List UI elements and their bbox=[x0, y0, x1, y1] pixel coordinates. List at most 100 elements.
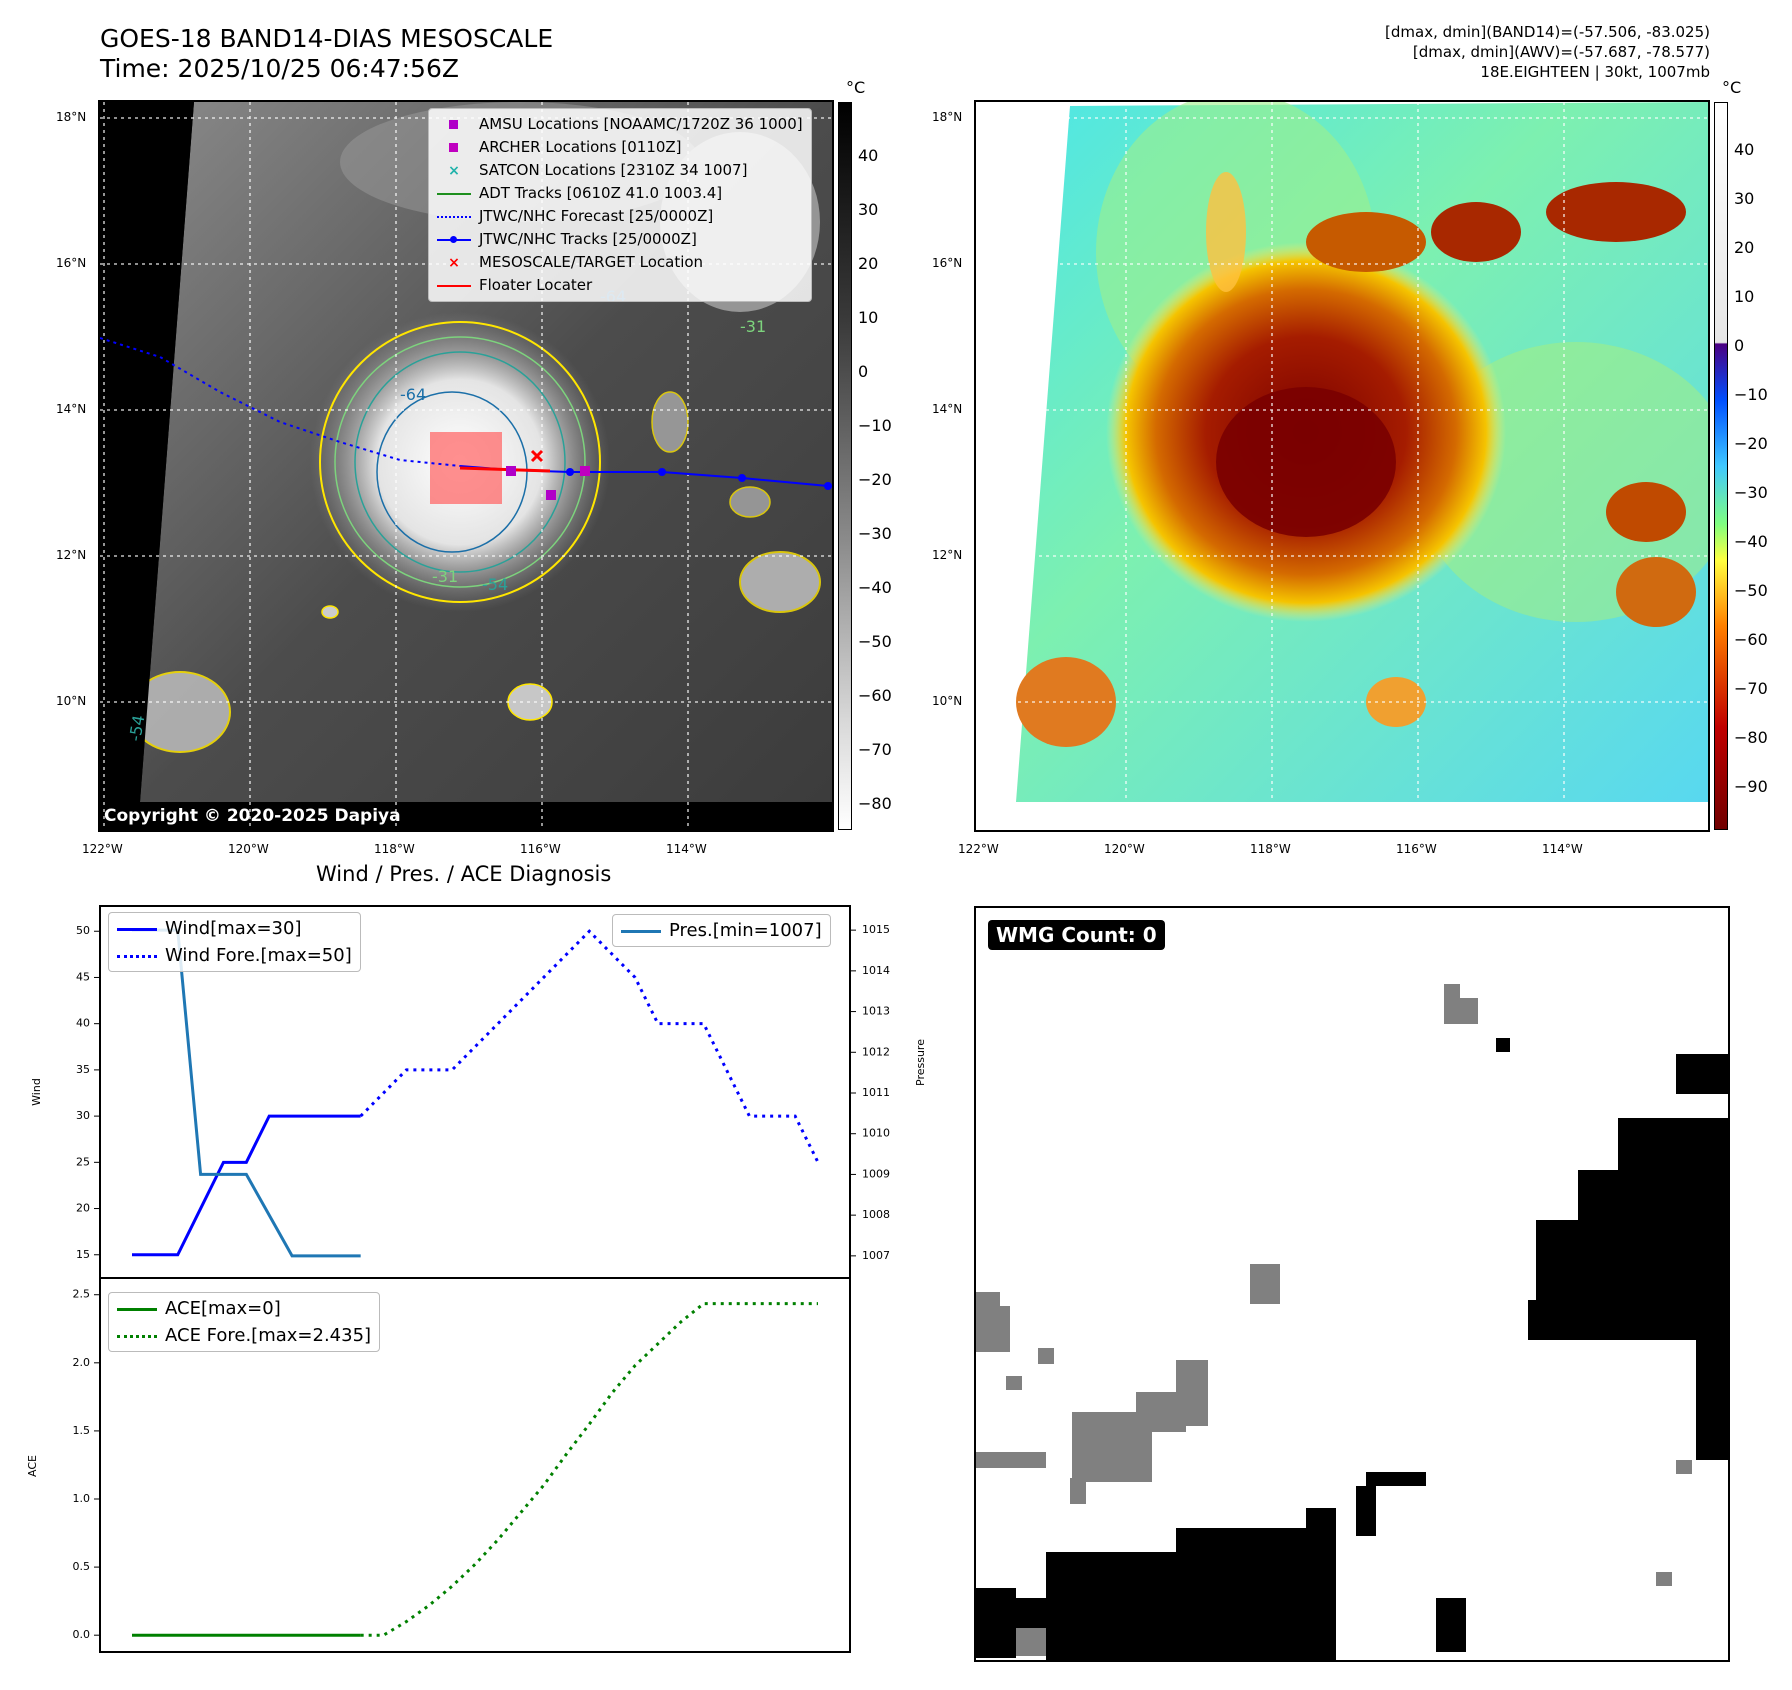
floater-line bbox=[459, 466, 551, 473]
copyright-text: Copyright © 2020-2025 Dapiya bbox=[104, 806, 401, 826]
colorbar-tick-label: −20 bbox=[1734, 434, 1768, 453]
y-tick-label: 1012 bbox=[862, 1045, 890, 1058]
series-line-wind bbox=[132, 1114, 361, 1257]
lat-label: 10°N bbox=[56, 694, 87, 708]
lat-label: 14°N bbox=[56, 402, 87, 416]
diagnosis-title: Wind / Pres. / ACE Diagnosis bbox=[316, 862, 612, 886]
colorbar-tick-label: 20 bbox=[1734, 238, 1755, 257]
lat-label: 12°N bbox=[56, 548, 87, 562]
lon-label: 120°W bbox=[1104, 842, 1145, 856]
y-tick-label: 20 bbox=[76, 1202, 90, 1215]
colorbar-tick-label: −30 bbox=[858, 524, 892, 543]
lon-label: 118°W bbox=[1250, 842, 1291, 856]
map-legend: AMSU Locations [NOAAMC/1720Z 36 1000] AR… bbox=[428, 108, 812, 302]
contour-label-2: -54 bbox=[482, 575, 508, 594]
figure-title: GOES-18 BAND14-DIAS MESOSCALE Time: 2025… bbox=[100, 24, 553, 84]
y-tick-label: 1.0 bbox=[73, 1492, 91, 1505]
awv-colorbar bbox=[1714, 102, 1728, 830]
legend-archer: ARCHER Locations [0110Z] bbox=[437, 136, 803, 159]
contour-label-5: -54 bbox=[125, 714, 148, 743]
colorbar-tick-label: −40 bbox=[1734, 532, 1768, 551]
legend-pres: Pres.[min=1007] bbox=[621, 917, 822, 944]
colorbar-tick-label: 40 bbox=[858, 146, 879, 165]
colorbar-unit: °C bbox=[846, 78, 866, 97]
y-tick-label: 50 bbox=[76, 924, 90, 937]
stats-band14: [dmax, dmin](BAND14)=(-57.506, -83.025) bbox=[1385, 23, 1710, 41]
colorbar-tick-label: −10 bbox=[858, 416, 892, 435]
y-tick-label: 1008 bbox=[862, 1208, 890, 1221]
line-marker-icon bbox=[117, 1304, 157, 1314]
y-tick-label: 35 bbox=[76, 1063, 90, 1076]
y-tick-label: 1009 bbox=[862, 1167, 890, 1180]
colorbar-tick-label: 0 bbox=[1734, 336, 1745, 355]
dotted-line-icon bbox=[437, 212, 471, 222]
figure-stats: [dmax, dmin](BAND14)=(-57.506, -83.025) … bbox=[1385, 22, 1710, 82]
y-tick-label: 1015 bbox=[862, 923, 890, 936]
colorbar-tick-label: 20 bbox=[858, 254, 879, 273]
ace-legend: ACE[max=0] ACE Fore.[max=2.435] bbox=[108, 1292, 381, 1352]
y-tick-label: 0.5 bbox=[73, 1560, 91, 1573]
colorbar-unit: °C bbox=[1722, 78, 1742, 97]
ace-ylabel: ACE bbox=[26, 1455, 39, 1477]
line-marker-icon bbox=[621, 926, 661, 936]
line-dot-icon bbox=[437, 235, 471, 245]
colorbar-tick-label: −10 bbox=[1734, 385, 1768, 404]
awv-map-image bbox=[976, 102, 1708, 830]
y-tick-label: 25 bbox=[76, 1155, 90, 1168]
colorbar-tick-label: −90 bbox=[1734, 777, 1768, 796]
contour-label-3: -31 bbox=[432, 567, 458, 586]
legend-tracks: JTWC/NHC Tracks [25/0000Z] bbox=[437, 228, 803, 251]
stats-storm: 18E.EIGHTEEN | 30kt, 1007mb bbox=[1480, 63, 1710, 81]
y-tick-label: 1.5 bbox=[73, 1424, 91, 1437]
lat-label: 12°N bbox=[932, 548, 963, 562]
dotted-line-icon bbox=[117, 1331, 157, 1341]
y-tick-label: 2.5 bbox=[73, 1288, 91, 1301]
y-tick-label: 45 bbox=[76, 970, 90, 983]
diagnosis-chart: Wind Pressure ACE 1520253035404550100710… bbox=[26, 905, 890, 1653]
awv-map-panel bbox=[974, 100, 1710, 832]
contour-label-1: -64 bbox=[400, 385, 426, 404]
colorbar-tick-label: −60 bbox=[1734, 630, 1768, 649]
lon-label: 120°W bbox=[228, 842, 269, 856]
square-marker-icon bbox=[437, 142, 471, 153]
colorbar-tick-label: 0 bbox=[858, 362, 869, 381]
legend-amsu: AMSU Locations [NOAAMC/1720Z 36 1000] bbox=[437, 113, 803, 136]
legend-adt: ADT Tracks [0610Z 41.0 1003.4] bbox=[437, 182, 803, 205]
y-tick-label: 1010 bbox=[862, 1127, 890, 1140]
line-marker-icon bbox=[437, 281, 471, 291]
legend-forecast: JTWC/NHC Forecast [25/0000Z] bbox=[437, 205, 803, 228]
colorbar-tick-label: −20 bbox=[858, 470, 892, 489]
square-marker-icon bbox=[437, 119, 471, 130]
colorbar-tick-label: −50 bbox=[858, 632, 892, 651]
colorbar-tick-label: −40 bbox=[858, 578, 892, 597]
colorbar-tick-label: 10 bbox=[1734, 287, 1755, 306]
ace-axes-frame bbox=[99, 1277, 851, 1653]
legend-ace-fore: ACE Fore.[max=2.435] bbox=[117, 1322, 371, 1349]
wmg-count-badge: WMG Count: 0 bbox=[988, 920, 1165, 950]
series-line-ace-fore bbox=[360, 1302, 818, 1637]
colorbar-tick-label: 10 bbox=[858, 308, 879, 327]
x-marker-icon: × bbox=[448, 162, 460, 179]
colorbar-tick-label: 30 bbox=[858, 200, 879, 219]
lon-label: 114°W bbox=[666, 842, 707, 856]
stats-awv: [dmax, dmin](AWV)=(-57.687, -78.577) bbox=[1412, 43, 1710, 61]
y-tick-label: 15 bbox=[76, 1248, 90, 1261]
colorbar-tick-label: −60 bbox=[858, 686, 892, 705]
y-tick-label: 1014 bbox=[862, 964, 890, 977]
wind-ylabel: Wind bbox=[30, 1078, 43, 1106]
wmg-image bbox=[976, 984, 1728, 1660]
x-marker-icon: × bbox=[448, 254, 460, 271]
lat-label: 18°N bbox=[56, 110, 87, 124]
series-line-wind-fore bbox=[359, 929, 820, 1163]
pressure-axis-label: Pressure bbox=[914, 1039, 927, 1086]
y-tick-label: 1007 bbox=[862, 1249, 890, 1262]
y-tick-label: 1011 bbox=[862, 1086, 890, 1099]
y-tick-label: 2.0 bbox=[73, 1356, 91, 1369]
lat-label: 10°N bbox=[932, 694, 963, 708]
title-line-2: Time: 2025/10/25 06:47:56Z bbox=[100, 54, 459, 83]
wind-legend: Wind[max=30] Wind Fore.[max=50] bbox=[108, 912, 361, 972]
legend-satcon: × SATCON Locations [2310Z 34 1007] bbox=[437, 159, 803, 182]
lat-label: 14°N bbox=[932, 402, 963, 416]
lon-label: 122°W bbox=[958, 842, 999, 856]
title-line-1: GOES-18 BAND14-DIAS MESOSCALE bbox=[100, 24, 554, 53]
